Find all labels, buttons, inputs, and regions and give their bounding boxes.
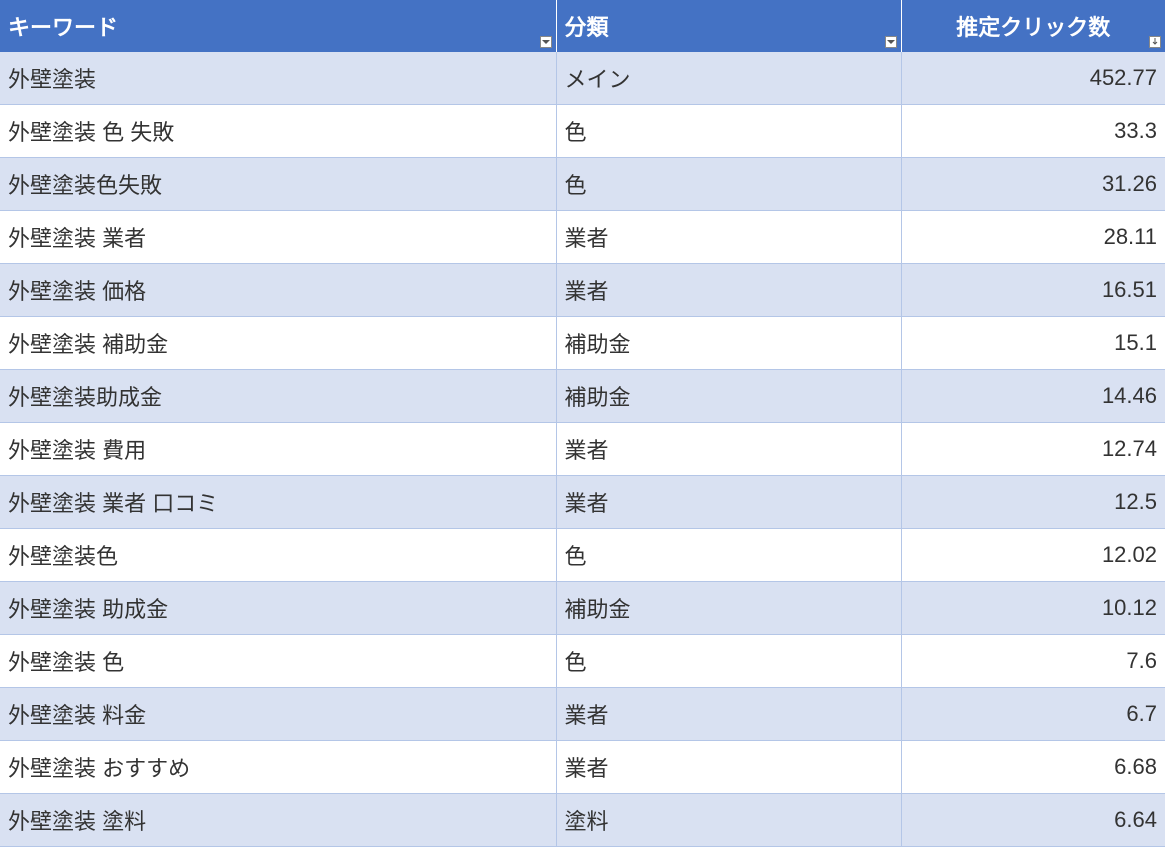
cell-keyword[interactable]: 外壁塗装色失敗 bbox=[0, 158, 556, 211]
cell-category[interactable]: 業者 bbox=[556, 476, 901, 529]
cell-clicks[interactable]: 12.74 bbox=[901, 423, 1165, 476]
cell-clicks[interactable]: 14.46 bbox=[901, 370, 1165, 423]
keyword-table: キーワード 分類 推定クリック数 外壁塗装メイン452.77外壁塗装 色 失敗色… bbox=[0, 0, 1165, 847]
cell-clicks[interactable]: 28.11 bbox=[901, 211, 1165, 264]
cell-clicks[interactable]: 7.6 bbox=[901, 635, 1165, 688]
cell-category[interactable]: 色 bbox=[556, 529, 901, 582]
column-header-keyword[interactable]: キーワード bbox=[0, 0, 556, 52]
cell-clicks[interactable]: 452.77 bbox=[901, 52, 1165, 105]
column-header-clicks[interactable]: 推定クリック数 bbox=[901, 0, 1165, 52]
table-row[interactable]: 外壁塗装 色 失敗色33.3 bbox=[0, 105, 1165, 158]
cell-clicks[interactable]: 31.26 bbox=[901, 158, 1165, 211]
cell-category[interactable]: メイン bbox=[556, 52, 901, 105]
cell-clicks[interactable]: 10.12 bbox=[901, 582, 1165, 635]
table-body: 外壁塗装メイン452.77外壁塗装 色 失敗色33.3外壁塗装色失敗色31.26… bbox=[0, 52, 1165, 847]
cell-keyword[interactable]: 外壁塗装 料金 bbox=[0, 688, 556, 741]
cell-keyword[interactable]: 外壁塗装 業者 bbox=[0, 211, 556, 264]
table-row[interactable]: 外壁塗装色失敗色31.26 bbox=[0, 158, 1165, 211]
cell-category[interactable]: 業者 bbox=[556, 423, 901, 476]
cell-category[interactable]: 業者 bbox=[556, 741, 901, 794]
table-row[interactable]: 外壁塗装 助成金補助金10.12 bbox=[0, 582, 1165, 635]
cell-keyword[interactable]: 外壁塗装 費用 bbox=[0, 423, 556, 476]
cell-keyword[interactable]: 外壁塗装 bbox=[0, 52, 556, 105]
table-row[interactable]: 外壁塗装助成金補助金14.46 bbox=[0, 370, 1165, 423]
cell-clicks[interactable]: 16.51 bbox=[901, 264, 1165, 317]
cell-category[interactable]: 塗料 bbox=[556, 794, 901, 847]
cell-clicks[interactable]: 12.02 bbox=[901, 529, 1165, 582]
filter-dropdown-icon[interactable] bbox=[540, 36, 552, 48]
cell-keyword[interactable]: 外壁塗装 塗料 bbox=[0, 794, 556, 847]
cell-clicks[interactable]: 6.64 bbox=[901, 794, 1165, 847]
table-row[interactable]: 外壁塗装 業者 口コミ業者12.5 bbox=[0, 476, 1165, 529]
cell-keyword[interactable]: 外壁塗装色 bbox=[0, 529, 556, 582]
cell-keyword[interactable]: 外壁塗装 色 失敗 bbox=[0, 105, 556, 158]
cell-clicks[interactable]: 6.7 bbox=[901, 688, 1165, 741]
cell-category[interactable]: 補助金 bbox=[556, 317, 901, 370]
cell-category[interactable]: 業者 bbox=[556, 264, 901, 317]
column-header-category-label: 分類 bbox=[565, 15, 609, 40]
table-header-row: キーワード 分類 推定クリック数 bbox=[0, 0, 1165, 52]
column-header-clicks-label: 推定クリック数 bbox=[956, 15, 1110, 40]
table-row[interactable]: 外壁塗装 費用業者12.74 bbox=[0, 423, 1165, 476]
cell-category[interactable]: 色 bbox=[556, 158, 901, 211]
cell-category[interactable]: 色 bbox=[556, 635, 901, 688]
table-row[interactable]: 外壁塗装 塗料塗料6.64 bbox=[0, 794, 1165, 847]
sort-desc-icon[interactable] bbox=[1149, 36, 1161, 48]
cell-keyword[interactable]: 外壁塗装 補助金 bbox=[0, 317, 556, 370]
cell-category[interactable]: 補助金 bbox=[556, 582, 901, 635]
cell-keyword[interactable]: 外壁塗装 色 bbox=[0, 635, 556, 688]
cell-keyword[interactable]: 外壁塗装 おすすめ bbox=[0, 741, 556, 794]
column-header-keyword-label: キーワード bbox=[8, 15, 118, 40]
table-row[interactable]: 外壁塗装 業者業者28.11 bbox=[0, 211, 1165, 264]
cell-keyword[interactable]: 外壁塗装 助成金 bbox=[0, 582, 556, 635]
cell-clicks[interactable]: 33.3 bbox=[901, 105, 1165, 158]
table-row[interactable]: 外壁塗装 おすすめ業者6.68 bbox=[0, 741, 1165, 794]
cell-keyword[interactable]: 外壁塗装 価格 bbox=[0, 264, 556, 317]
cell-category[interactable]: 色 bbox=[556, 105, 901, 158]
table-row[interactable]: 外壁塗装 補助金補助金15.1 bbox=[0, 317, 1165, 370]
cell-keyword[interactable]: 外壁塗装 業者 口コミ bbox=[0, 476, 556, 529]
table-row[interactable]: 外壁塗装メイン452.77 bbox=[0, 52, 1165, 105]
cell-clicks[interactable]: 15.1 bbox=[901, 317, 1165, 370]
cell-clicks[interactable]: 12.5 bbox=[901, 476, 1165, 529]
table-row[interactable]: 外壁塗装 価格業者16.51 bbox=[0, 264, 1165, 317]
table-row[interactable]: 外壁塗装 料金業者6.7 bbox=[0, 688, 1165, 741]
column-header-category[interactable]: 分類 bbox=[556, 0, 901, 52]
cell-category[interactable]: 業者 bbox=[556, 688, 901, 741]
filter-dropdown-icon[interactable] bbox=[885, 36, 897, 48]
table-row[interactable]: 外壁塗装 色色7.6 bbox=[0, 635, 1165, 688]
table-row[interactable]: 外壁塗装色色12.02 bbox=[0, 529, 1165, 582]
cell-clicks[interactable]: 6.68 bbox=[901, 741, 1165, 794]
cell-category[interactable]: 業者 bbox=[556, 211, 901, 264]
cell-keyword[interactable]: 外壁塗装助成金 bbox=[0, 370, 556, 423]
cell-category[interactable]: 補助金 bbox=[556, 370, 901, 423]
